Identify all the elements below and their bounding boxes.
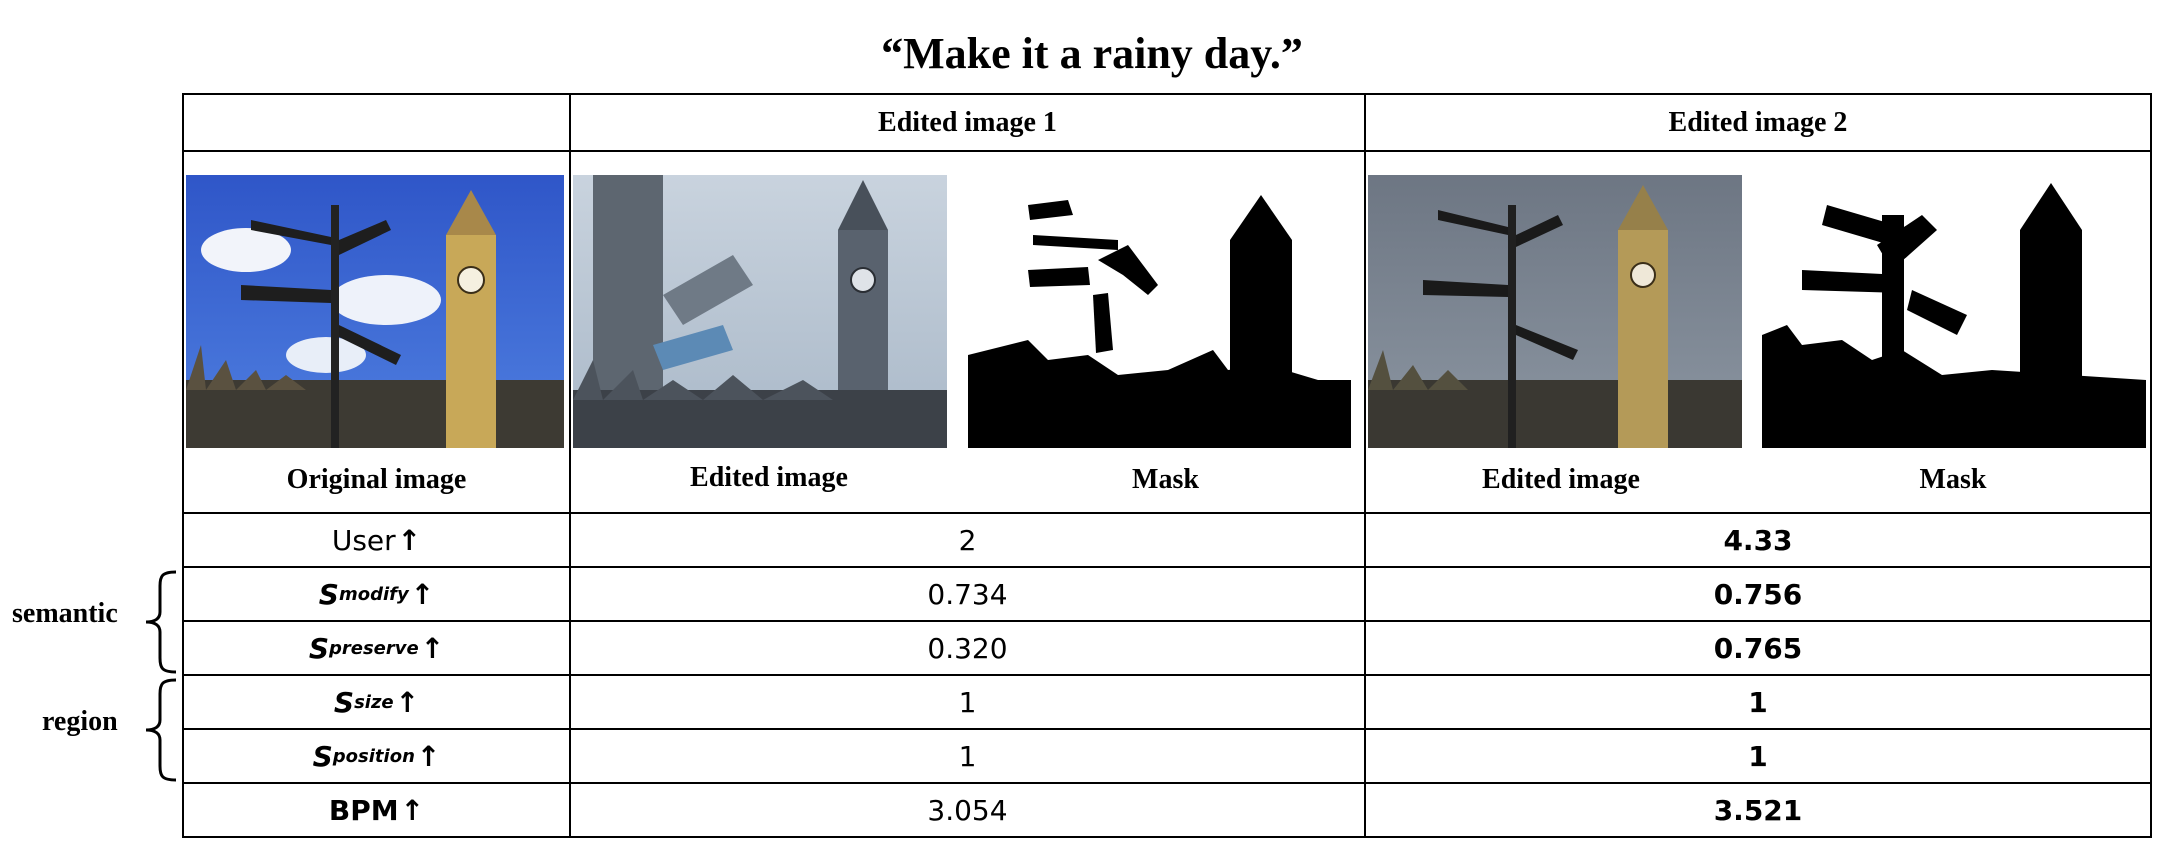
value-edited1-s-modify: 0.734 xyxy=(927,577,1008,611)
value-edited1-s-size: 1 xyxy=(958,685,977,719)
edited2-image xyxy=(1368,175,1742,448)
caption-original-image: Original image xyxy=(286,464,467,495)
table-border-bottom xyxy=(182,836,2152,838)
value-edited2-s-modify: 0.756 xyxy=(1713,577,1803,611)
caption-edited1-mask: Mask xyxy=(1132,464,1199,495)
column-header-edited1: Edited image 1 xyxy=(878,106,1057,138)
value-edited1-s-preserve: 0.320 xyxy=(927,631,1008,665)
region-brace-icon xyxy=(145,678,177,782)
metric-label-user: User ↑ xyxy=(184,514,569,566)
table-border-top xyxy=(182,93,2152,95)
group-label-region: region xyxy=(42,706,118,737)
original-image xyxy=(186,175,564,448)
up-arrow-icon: ↑ xyxy=(410,577,435,611)
metric-name: S xyxy=(318,577,339,611)
value-edited1-s-position: 1 xyxy=(958,739,977,773)
table-border-left xyxy=(182,93,184,838)
metric-subscript: position xyxy=(332,745,415,767)
column-header-edited2: Edited image 2 xyxy=(1668,106,1848,138)
edited2-mask xyxy=(1762,175,2146,448)
column-divider-1 xyxy=(569,93,571,838)
semantic-brace-icon xyxy=(145,570,177,674)
value-edited2-s-size: 1 xyxy=(1748,685,1768,719)
up-arrow-icon: ↑ xyxy=(400,793,425,827)
image-row-divider xyxy=(182,512,2152,514)
metric-subscript: preserve xyxy=(328,637,419,659)
value-edited2-bpm: 3.521 xyxy=(1713,793,1803,827)
row-divider-3 xyxy=(182,674,2152,676)
up-arrow-icon: ↑ xyxy=(397,523,422,557)
row-divider-1 xyxy=(182,566,2152,568)
up-arrow-icon: ↑ xyxy=(416,739,441,773)
metric-name: S xyxy=(308,631,329,665)
caption-edited1-image: Edited image xyxy=(690,462,848,493)
row-divider-5 xyxy=(182,782,2152,784)
edited1-image xyxy=(573,175,947,448)
up-arrow-icon: ↑ xyxy=(395,685,420,719)
metric-name: BPM xyxy=(328,793,399,827)
edited1-mask xyxy=(968,175,1351,448)
group-label-semantic: semantic xyxy=(12,598,118,629)
value-edited1-bpm: 3.054 xyxy=(927,793,1008,827)
caption-edited2-image: Edited image xyxy=(1482,464,1640,495)
metric-subscript: modify xyxy=(338,583,409,605)
metric-name: S xyxy=(312,739,333,773)
table-border-right xyxy=(2150,93,2152,838)
metric-name: S xyxy=(333,685,355,719)
value-edited2-s-preserve: 0.765 xyxy=(1713,631,1803,665)
metric-subscript: size xyxy=(354,691,394,713)
value-edited2-user: 4.33 xyxy=(1723,523,1793,557)
figure-title: “Make it a rainy day.” xyxy=(881,29,1303,78)
value-edited2-s-position: 1 xyxy=(1748,739,1768,773)
caption-edited2-mask: Mask xyxy=(1919,464,1987,495)
metric-label-bpm: BPM ↑ xyxy=(184,784,569,836)
header-divider xyxy=(182,150,2152,152)
row-divider-2 xyxy=(182,620,2152,622)
up-arrow-icon: ↑ xyxy=(420,631,445,665)
value-edited1-user: 2 xyxy=(958,523,977,557)
column-divider-2 xyxy=(1364,93,1366,838)
metric-name: User xyxy=(331,523,396,557)
row-divider-4 xyxy=(182,728,2152,730)
